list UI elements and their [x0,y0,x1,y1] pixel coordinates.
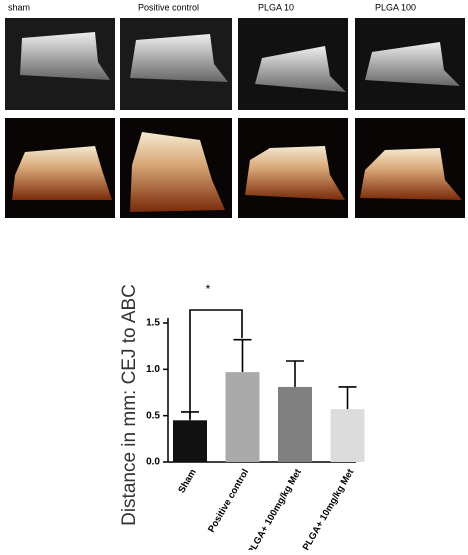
tooth-shape [20,32,110,80]
tooth-shape [130,34,228,82]
panel-label: sham [8,2,30,12]
y-axis-label: Distance in mm: CEJ to ABC [119,284,140,526]
x-tick-label: PLGA+ 10mg/kg Met [301,467,357,550]
significance-bracket [189,309,243,418]
jaw-shape [245,146,345,200]
bar [278,386,312,462]
jaw-shape [12,146,112,200]
tooth-shape [255,46,346,92]
panel-label: Positive control [138,2,199,12]
x-tick-label: PLGA+ 100mg/kg Met [246,467,305,550]
bar [173,420,207,462]
panel-label: PLGA 10 [258,2,294,12]
ct-images [5,18,465,218]
y-tick-label: 0.0 [146,457,160,468]
bar [330,409,365,462]
y-tick-label: 0.5 [146,410,160,421]
jaw-shape [360,148,462,200]
tooth-shape [365,42,460,86]
y-tick-label: 1.0 [146,364,160,375]
bar [225,372,260,462]
y-tick-label: 1.5 [146,318,160,329]
x-tick-label: Positive control [206,467,251,534]
x-tick-label: Sham [176,467,198,495]
jaw-shape [130,132,225,212]
panel-label: PLGA 100 [375,2,416,12]
annotation: * [206,282,211,296]
